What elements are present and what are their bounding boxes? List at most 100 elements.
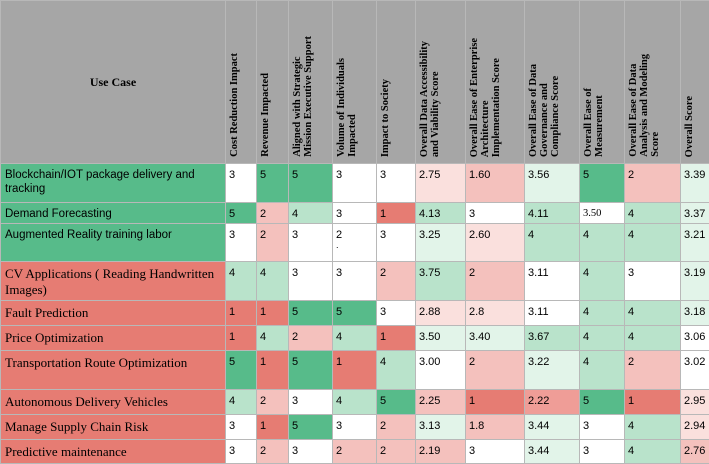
score-value: 2 <box>380 267 387 280</box>
score-cell: 2.76 <box>680 438 709 464</box>
score-cell: 1 <box>332 350 377 390</box>
score-cell: 2.88 <box>415 299 466 326</box>
use-case-label: Predictive maintenance <box>0 438 226 464</box>
score-cell: 4 <box>256 324 289 352</box>
use-case-label: Demand Forecasting <box>0 201 226 224</box>
score-value: 3.02 <box>684 356 706 369</box>
table-row: Manage Supply Chain Risk 3 1 5 3 2 3.13 1.8 3.44… <box>0 413 709 440</box>
score-cell: 2 <box>376 413 416 440</box>
score-cell: 3.40 <box>465 324 525 352</box>
score-value: 4.13 <box>419 207 441 220</box>
score-value: 5 <box>292 419 299 432</box>
score-value: 5 <box>229 356 236 369</box>
score-cell: 5 <box>376 388 416 415</box>
score-cell: 1 <box>225 299 257 326</box>
column-header: Overall Ease of Measurement <box>579 0 625 164</box>
score-value: 3 <box>583 444 590 457</box>
score-value: 2 <box>380 419 387 432</box>
score-cell: 2 <box>465 350 525 390</box>
score-value: 2 <box>292 330 299 343</box>
score-value: 2 <box>469 267 476 280</box>
score-value: 4 <box>628 419 635 432</box>
score-cell: 1 <box>376 324 416 352</box>
score-value: 2 <box>260 394 267 407</box>
score-value: 4 <box>628 207 635 220</box>
score-cell: 3 <box>579 413 625 440</box>
table-row: Augmented Reality training labor 3 2 3 2. 3 3.… <box>0 222 709 263</box>
use-case-label: Fault Prediction <box>0 299 226 326</box>
score-value: 3.56 <box>528 169 550 181</box>
score-value: 2.88 <box>419 305 441 318</box>
column-header-label: Overall Ease of Data Governance and Comp… <box>528 63 561 157</box>
score-value: 3.75 <box>419 267 441 280</box>
score-cell: 3.44 <box>524 438 580 464</box>
score-value: 4 <box>336 330 343 343</box>
score-value: 4 <box>380 356 387 369</box>
score-value: 3 <box>336 169 343 181</box>
score-value: 1 <box>380 207 387 220</box>
score-cell: 2 <box>288 324 333 352</box>
score-value: 3.39 <box>684 169 706 181</box>
score-cell: 1.8 <box>465 413 525 440</box>
score-cell: 3 <box>288 388 333 415</box>
score-cell: 3.00 <box>415 350 466 390</box>
score-cell: 3 <box>225 163 257 203</box>
column-header-label: Overall Score <box>684 95 695 157</box>
score-value: 2 <box>336 444 343 457</box>
score-cell: 5 <box>225 350 257 390</box>
cell-mark: . <box>336 239 339 250</box>
score-value: 3 <box>380 228 387 241</box>
score-cell: 5 <box>288 350 333 390</box>
score-value: 2 <box>336 228 343 241</box>
score-value: 3 <box>336 267 343 280</box>
score-cell: 3 <box>376 163 416 203</box>
score-cell: 3 <box>332 413 377 440</box>
score-cell: 3.13 <box>415 413 466 440</box>
score-value: 3.40 <box>469 330 491 343</box>
column-header: Impact to Society <box>376 0 416 164</box>
score-value: 3.21 <box>684 228 706 241</box>
score-cell: 4 <box>624 222 681 263</box>
score-cell: 3 <box>225 438 257 464</box>
score-cell: 1 <box>256 299 289 326</box>
score-value: 1.60 <box>469 169 491 181</box>
score-cell: 3 <box>579 438 625 464</box>
column-header: Overall Ease of Enterprise Architecture … <box>465 0 525 164</box>
score-cell: 4 <box>579 299 625 326</box>
score-value: 2 <box>469 356 476 369</box>
score-value: 3.00 <box>419 356 441 369</box>
score-value: 3 <box>469 444 476 457</box>
score-cell: 4 <box>579 222 625 263</box>
table-row: Blockchain/IOT package delivery and trac… <box>0 163 709 203</box>
score-value: 3 <box>292 228 299 241</box>
score-value: 3 <box>229 228 236 241</box>
score-cell: 3.37 <box>680 201 709 224</box>
score-cell: 1 <box>624 388 681 415</box>
score-cell: 2.75 <box>415 163 466 203</box>
score-cell: 3 <box>225 413 257 440</box>
score-cell: 5 <box>225 201 257 224</box>
score-value: 3.67 <box>528 330 550 343</box>
score-value: 3 <box>380 305 387 318</box>
score-value: 2.19 <box>419 444 441 457</box>
score-cell: 3.44 <box>524 413 580 440</box>
column-header: Volume of Individuals Impacted <box>332 0 377 164</box>
score-value: 4 <box>583 305 590 318</box>
score-value: 5 <box>292 356 299 369</box>
column-header-label: Aligned with Strategic Mission Executive… <box>292 36 314 157</box>
score-value: 4 <box>260 267 267 280</box>
score-value: 3 <box>380 169 387 181</box>
score-value: 1 <box>628 394 635 407</box>
score-cell: 1.60 <box>465 163 525 203</box>
score-value: 2.75 <box>419 169 441 181</box>
score-cell: 3.21 <box>680 222 709 263</box>
score-value: 5 <box>229 207 236 220</box>
score-cell: 4 <box>624 413 681 440</box>
score-value: 4 <box>628 330 635 343</box>
score-cell: 2.25 <box>415 388 466 415</box>
score-cell: 2 <box>256 388 289 415</box>
score-cell: 4.13 <box>415 201 466 224</box>
score-cell: 3.18 <box>680 299 709 326</box>
score-value: 3.19 <box>684 267 706 280</box>
